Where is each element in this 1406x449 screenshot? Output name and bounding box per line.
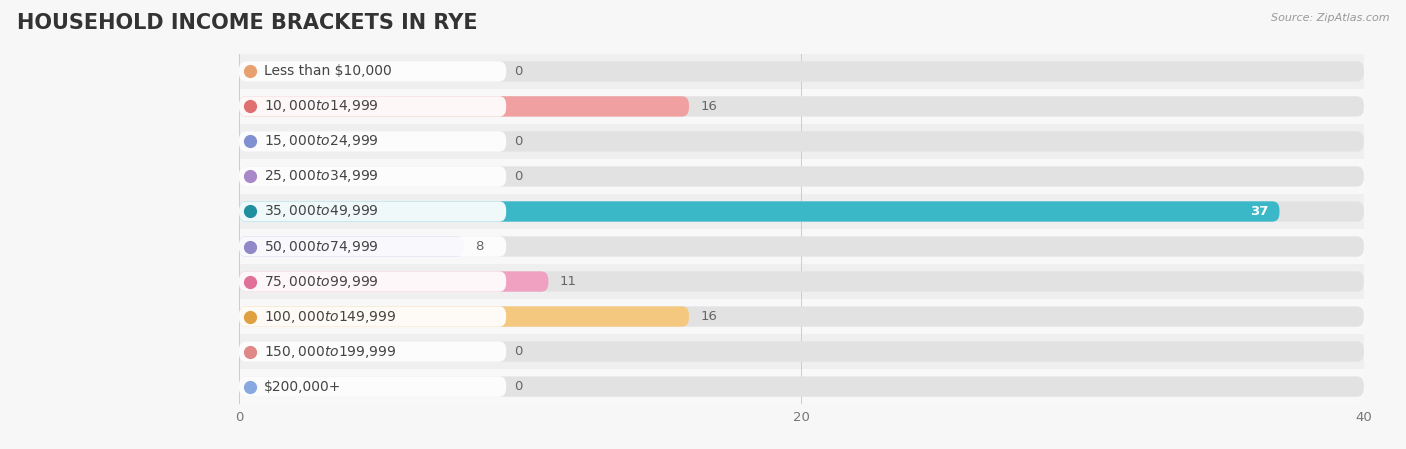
Bar [239, 159, 1364, 194]
Bar [239, 124, 1364, 159]
Text: $75,000 to $99,999: $75,000 to $99,999 [264, 273, 380, 290]
Text: $15,000 to $24,999: $15,000 to $24,999 [264, 133, 380, 150]
Text: $10,000 to $14,999: $10,000 to $14,999 [264, 98, 380, 114]
FancyBboxPatch shape [239, 96, 506, 117]
FancyBboxPatch shape [239, 61, 1364, 82]
Bar [239, 264, 1364, 299]
FancyBboxPatch shape [239, 376, 506, 397]
Text: Less than $10,000: Less than $10,000 [264, 64, 392, 79]
FancyBboxPatch shape [239, 306, 689, 327]
FancyBboxPatch shape [239, 201, 1364, 222]
Text: 0: 0 [515, 135, 523, 148]
FancyBboxPatch shape [239, 96, 1364, 117]
Text: 0: 0 [515, 170, 523, 183]
Bar [239, 54, 1364, 89]
FancyBboxPatch shape [239, 236, 506, 257]
Bar [239, 89, 1364, 124]
FancyBboxPatch shape [239, 236, 464, 257]
FancyBboxPatch shape [239, 341, 1364, 362]
FancyBboxPatch shape [239, 201, 1279, 222]
Text: 0: 0 [515, 380, 523, 393]
FancyBboxPatch shape [239, 166, 506, 187]
FancyBboxPatch shape [239, 376, 1364, 397]
Text: 16: 16 [700, 100, 717, 113]
Bar [239, 369, 1364, 404]
FancyBboxPatch shape [239, 96, 689, 117]
Bar [239, 299, 1364, 334]
FancyBboxPatch shape [239, 306, 506, 327]
Text: $150,000 to $199,999: $150,000 to $199,999 [264, 343, 396, 360]
Text: 11: 11 [560, 275, 576, 288]
Text: $200,000+: $200,000+ [264, 379, 342, 394]
Text: 0: 0 [515, 65, 523, 78]
Text: 0: 0 [515, 345, 523, 358]
FancyBboxPatch shape [239, 201, 506, 222]
FancyBboxPatch shape [239, 271, 506, 292]
Text: 37: 37 [1250, 205, 1268, 218]
FancyBboxPatch shape [239, 131, 1364, 152]
Text: 8: 8 [475, 240, 484, 253]
Text: Source: ZipAtlas.com: Source: ZipAtlas.com [1271, 13, 1389, 23]
FancyBboxPatch shape [239, 236, 1364, 257]
Bar [239, 229, 1364, 264]
Bar [239, 334, 1364, 369]
FancyBboxPatch shape [239, 341, 506, 362]
Text: $25,000 to $34,999: $25,000 to $34,999 [264, 168, 380, 185]
FancyBboxPatch shape [239, 131, 506, 152]
Text: 16: 16 [700, 310, 717, 323]
Text: $50,000 to $74,999: $50,000 to $74,999 [264, 238, 380, 255]
Text: HOUSEHOLD INCOME BRACKETS IN RYE: HOUSEHOLD INCOME BRACKETS IN RYE [17, 13, 478, 34]
Text: $100,000 to $149,999: $100,000 to $149,999 [264, 308, 396, 325]
FancyBboxPatch shape [239, 271, 548, 292]
FancyBboxPatch shape [239, 306, 1364, 327]
FancyBboxPatch shape [239, 166, 1364, 187]
Bar [239, 194, 1364, 229]
Text: $35,000 to $49,999: $35,000 to $49,999 [264, 203, 380, 220]
FancyBboxPatch shape [239, 271, 1364, 292]
FancyBboxPatch shape [239, 61, 506, 82]
